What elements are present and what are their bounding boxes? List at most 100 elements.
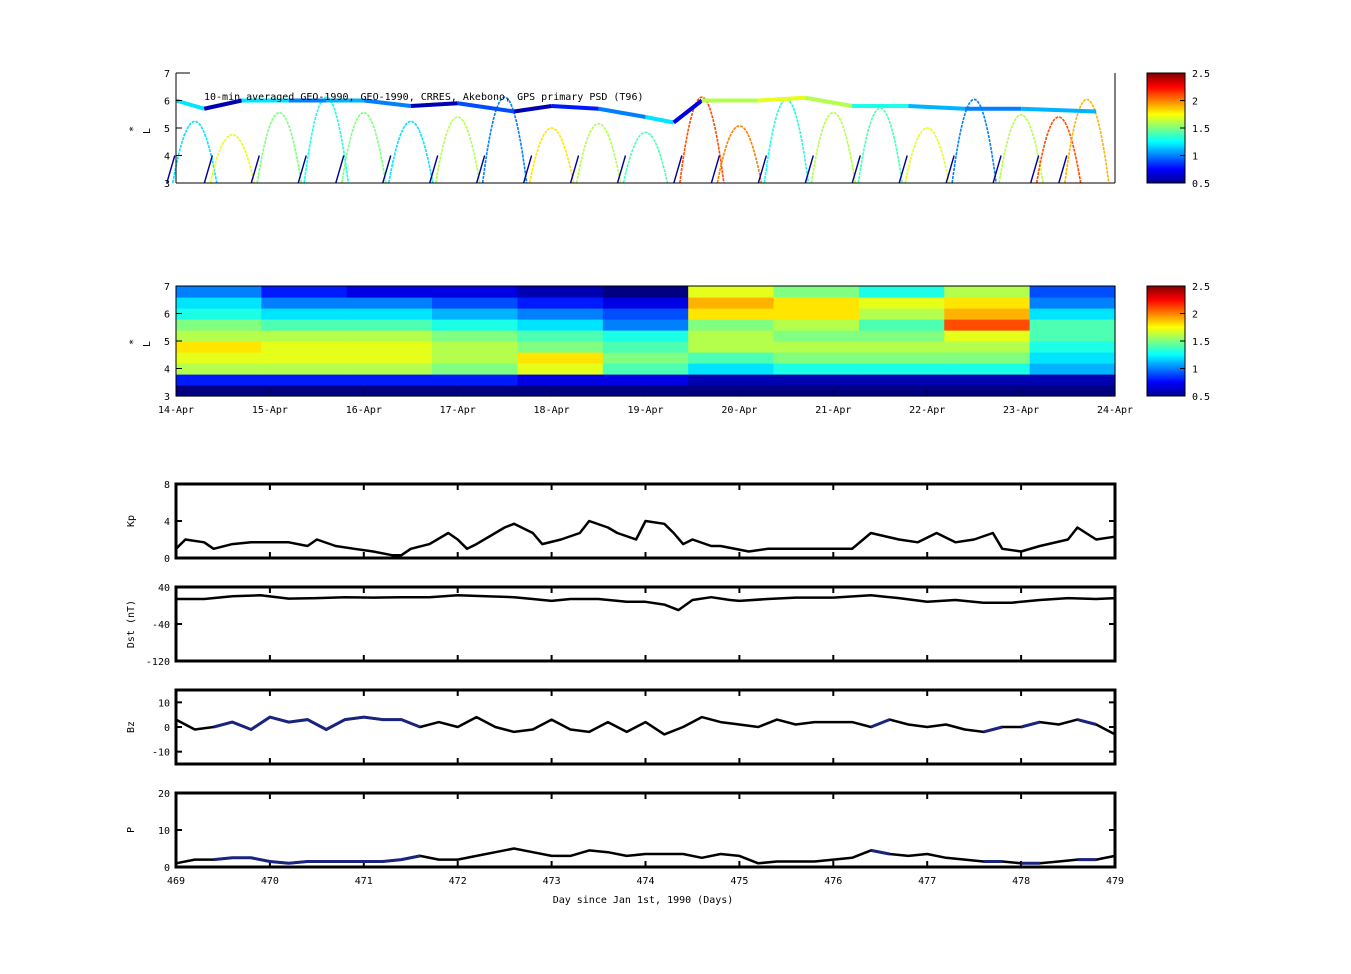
- date-tick-label: 22-Apr: [909, 405, 945, 416]
- geo-track-segment: [908, 104, 965, 111]
- heatmap-cell: [176, 374, 262, 386]
- psd-pass-inner: [673, 155, 683, 184]
- panel-p-frame: [174, 791, 1117, 869]
- heatmap-cell: [517, 341, 604, 353]
- heatmap-cell: [261, 363, 348, 375]
- heatmap-cell: [176, 330, 262, 342]
- heatmap-cell: [517, 352, 604, 364]
- psd-pass-inner: [804, 155, 814, 184]
- heatmap-cell: [346, 385, 433, 397]
- psd-pass-inner: [1058, 155, 1068, 184]
- p2-ytick-label: 6: [164, 310, 170, 321]
- date-tick-labels: 14-Apr 15-Apr 16-Apr 17-Apr 18-Apr 19-Apr 20-A…: [158, 391, 1133, 416]
- panel-dstnt-ylabel: Dst (nT): [126, 600, 137, 648]
- psd-pass-arc: [434, 116, 481, 184]
- psd-pass-arc: [857, 107, 904, 184]
- date-tick-label: 20-Apr: [721, 405, 757, 416]
- heatmap-cell: [944, 319, 1031, 331]
- panel-p-ytick-label: 10: [158, 826, 170, 837]
- heatmap-cell: [858, 319, 945, 331]
- panel-dstnt-ytick-label: -120: [146, 657, 170, 668]
- p1-ylabel: L: [142, 128, 153, 134]
- geo-track-segment: [758, 95, 806, 103]
- heatmap-cell: [688, 363, 775, 375]
- heatmap-cell: [858, 308, 945, 320]
- psd-pass-arc: [1064, 98, 1110, 184]
- heatmap-cell: [858, 341, 945, 353]
- heatmap-cell: [602, 308, 689, 320]
- geo-track-segment: [672, 98, 704, 125]
- psd-pass-inner: [335, 155, 345, 184]
- heatmap-cell: [944, 330, 1031, 342]
- colorbar-1-scale: [1147, 73, 1185, 183]
- panel-bz-observed-series: [213, 715, 421, 732]
- heatmap-cell: [517, 363, 604, 375]
- heatmap-cell: [858, 385, 945, 397]
- day-tick-label: 472: [449, 876, 467, 887]
- day-tick-label: 477: [918, 876, 936, 887]
- heatmap-cell: [432, 308, 519, 320]
- heatmap-cell: [432, 330, 519, 342]
- observed-psd-panel: 7 6 5 4 3: [164, 69, 1116, 190]
- heatmap-cell: [602, 374, 689, 386]
- panel-p-ytick-label: 20: [158, 789, 170, 800]
- heatmap-cell: [602, 330, 689, 342]
- geo-track-segment: [410, 101, 458, 108]
- date-tick-label: 18-Apr: [534, 405, 570, 416]
- psd-pass-arc: [528, 127, 575, 184]
- psd-pass-arc: [716, 125, 763, 184]
- heatmap-cell: [1029, 385, 1116, 397]
- heatmap-cell: [773, 330, 860, 342]
- psd-pass-inner: [710, 155, 721, 184]
- panel-kp-ytick-label: 4: [164, 517, 170, 528]
- heatmap-cell: [858, 363, 945, 375]
- heatmap-cell: [1029, 330, 1116, 342]
- p1-ylabel-star: *: [128, 126, 139, 132]
- panel-kp: 8 4 0 Kp: [126, 480, 1117, 565]
- heatmap-cell: [1029, 352, 1116, 364]
- heatmap-cell: [432, 286, 519, 298]
- heatmap-cell: [261, 297, 348, 309]
- date-tick-label: 24-Apr: [1097, 405, 1133, 416]
- psd-pass-arc: [341, 112, 387, 184]
- panel-bz-frame: [174, 688, 1117, 766]
- date-tick-label: 23-Apr: [1003, 405, 1039, 416]
- heatmap-cell: [176, 286, 262, 298]
- colorbar-1: 2.5 2 1.5 1 0.5: [1146, 69, 1210, 190]
- psd-pass-arc: [209, 134, 256, 184]
- heatmap-cell: [858, 352, 945, 364]
- geo-track-segment: [551, 104, 599, 111]
- heatmap-cell: [517, 330, 604, 342]
- panel-dstnt-ytick-label: -40: [152, 620, 170, 631]
- heatmap-cell: [261, 286, 348, 298]
- heatmap-cell: [1029, 308, 1116, 320]
- geo-track-segment: [1021, 106, 1097, 114]
- p1-ytick-label: 4: [164, 152, 170, 163]
- heatmap-cell: [346, 363, 433, 375]
- heatmap-cell: [176, 341, 262, 353]
- heatmap-cell: [432, 385, 519, 397]
- heatmap-cell: [688, 385, 775, 397]
- heatmap-cell: [346, 352, 433, 364]
- heatmap-cell: [346, 341, 433, 353]
- panel-dstnt: 40 -40 -120 Dst (nT): [126, 583, 1117, 668]
- geo-track-segment: [203, 98, 243, 111]
- day-tick-label: 474: [636, 876, 654, 887]
- heatmap-cell: [688, 352, 775, 364]
- psd-pass-inner: [250, 155, 260, 184]
- heatmap-cell: [773, 297, 860, 309]
- heatmap-cell: [773, 319, 860, 331]
- heatmap-cell: [176, 308, 262, 320]
- p2-ylabel: L: [142, 341, 153, 347]
- p2-ytick-label: 7: [164, 282, 170, 293]
- heatmap-cell: [517, 374, 604, 386]
- psd-pass-inner: [992, 155, 1002, 184]
- psd-title: 10-min averaged GEO-1990, GEO-1990, CRRE…: [204, 92, 644, 103]
- heatmap-cell: [944, 374, 1031, 386]
- geo-track-segment: [457, 101, 515, 114]
- panel-kp-series: [175, 519, 1116, 557]
- heatmap-cell: [858, 297, 945, 309]
- heatmap-cell: [176, 319, 262, 331]
- reanalysis-psd-panel: 7 6 5 4 3: [164, 282, 1116, 403]
